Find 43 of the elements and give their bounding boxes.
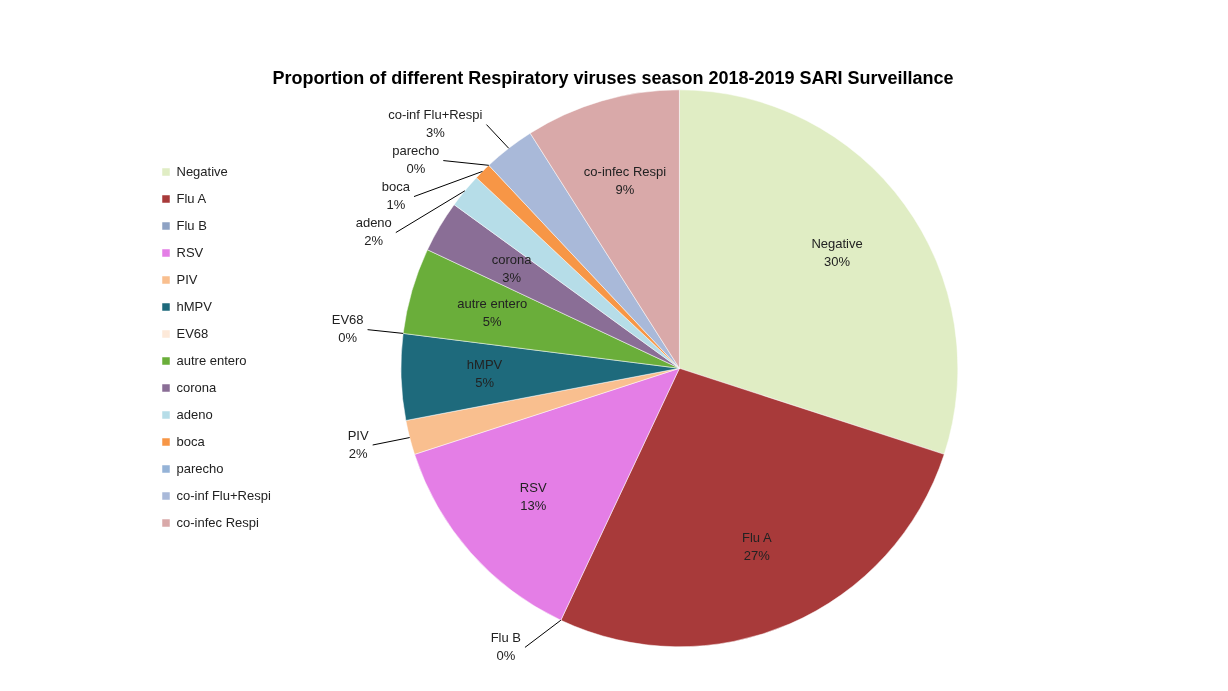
legend-label: Negative xyxy=(176,163,228,179)
data-label: 3% xyxy=(502,269,522,285)
text: 0% xyxy=(338,330,358,346)
data-label: 2% xyxy=(364,233,384,249)
slice-label: hMPV xyxy=(466,357,503,372)
text: 0% xyxy=(496,647,516,663)
slice-label: co-infec Respi xyxy=(583,163,667,179)
category-label: Flu B xyxy=(490,629,521,645)
legend-label: parecho xyxy=(176,460,224,476)
legend-label: Flu A xyxy=(176,190,207,206)
slice-label: PIV xyxy=(347,427,369,443)
data-label: 13% xyxy=(520,497,547,513)
data-label: 27% xyxy=(743,547,771,563)
legend-label: adeno xyxy=(176,406,213,422)
legend-label: Flu B xyxy=(176,217,207,233)
data-label: 2% xyxy=(348,445,369,461)
legend-label: hMPV xyxy=(176,298,213,314)
legend-label: PIV xyxy=(176,271,198,287)
data-label: 1% xyxy=(386,197,406,213)
data-label: 30% xyxy=(824,254,851,270)
slice-label: corona xyxy=(491,251,533,267)
data-label: 3% xyxy=(425,125,446,141)
legend-label: corona xyxy=(176,379,218,395)
data-label: 5% xyxy=(475,375,495,390)
slice-label: Negative xyxy=(811,236,863,252)
data-label: 5% xyxy=(482,314,503,330)
legend-label: RSV xyxy=(176,244,204,260)
slice-label: RSV xyxy=(519,479,547,495)
slice-label: co-inf Flu+Respi xyxy=(388,107,483,123)
slice-label: autre entero xyxy=(457,296,528,312)
category-label: parecho xyxy=(392,143,440,159)
category-label: EV68 xyxy=(331,312,364,328)
slice-label: boca xyxy=(381,179,411,195)
legend-label: boca xyxy=(176,433,206,449)
slice-label: adeno xyxy=(355,215,392,231)
text: 0% xyxy=(406,161,426,177)
legend-label: co-inf Flu+Respi xyxy=(176,487,271,503)
data-label: 9% xyxy=(615,181,635,197)
legend-label: co-infec Respi xyxy=(176,514,259,530)
chart-title: Proportion of different Respiratory viruses season 2018-2019 SARI Surveillance xyxy=(272,67,954,88)
legend-label: EV68 xyxy=(176,325,209,341)
slice-label: Flu A xyxy=(741,529,772,545)
legend-label: autre entero xyxy=(176,352,247,368)
